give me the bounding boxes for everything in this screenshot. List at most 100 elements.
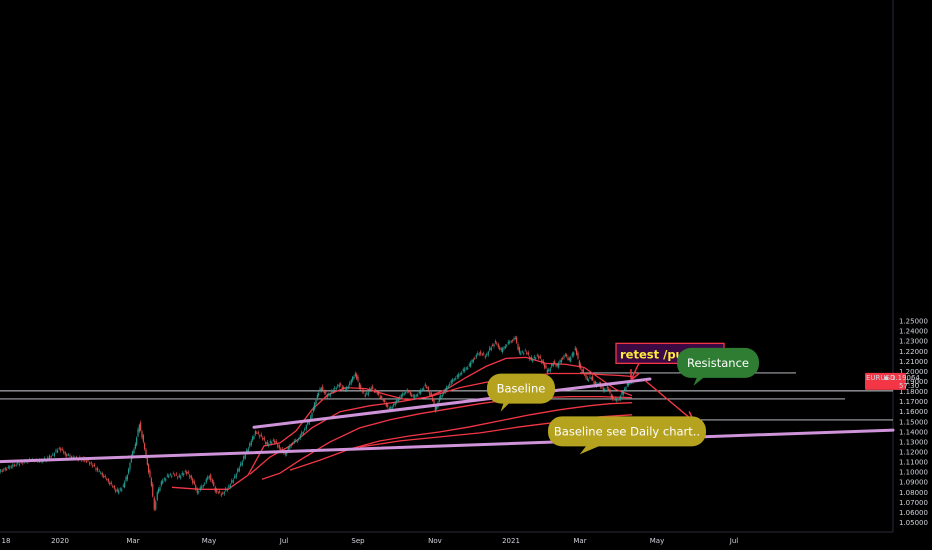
candle-body [444, 388, 446, 392]
candle-body [196, 488, 198, 493]
candle-body [471, 360, 473, 362]
callout-tail [500, 401, 511, 412]
candle-body [310, 416, 312, 419]
candle-body [1, 470, 3, 472]
candle-body [418, 391, 420, 393]
candle-body [462, 369, 464, 372]
candle-body [129, 462, 131, 470]
candle-body [204, 483, 206, 484]
candle-body [538, 356, 540, 359]
candle-body [148, 464, 150, 473]
candle-body [576, 349, 578, 355]
trendline [0, 428, 895, 464]
candle-body [122, 485, 124, 487]
candle-body [357, 376, 359, 381]
candle-body [124, 482, 126, 488]
candle-body [219, 491, 221, 493]
candle-body [340, 383, 342, 386]
candle-body [440, 395, 442, 399]
candle-body [307, 421, 309, 425]
candle-body [104, 475, 106, 477]
candle-body [516, 337, 518, 343]
candle-body [241, 461, 243, 465]
candle-body [263, 437, 265, 440]
candle-body [520, 352, 522, 355]
candle-body [487, 351, 489, 355]
candle-body [372, 386, 374, 389]
candle-body [6, 469, 8, 470]
candle-body [60, 448, 62, 451]
candle-body [128, 469, 130, 474]
candle-body [211, 479, 213, 483]
candle-body [558, 363, 560, 368]
candle-body [391, 407, 393, 409]
candle-body [593, 381, 595, 384]
candle-body [192, 478, 194, 483]
y-tick-label: 1.12000 [899, 449, 928, 457]
candle-body [323, 391, 325, 394]
candle-body [15, 465, 17, 466]
x-tick-label: Mar [126, 537, 139, 545]
candle-body [301, 432, 303, 435]
candle-body [421, 388, 423, 390]
candle-body [432, 397, 434, 401]
candle-body [542, 360, 544, 364]
candle-body [207, 477, 209, 480]
candle-body [409, 391, 411, 395]
candle-body [400, 394, 402, 398]
candle-body [266, 441, 268, 445]
candle-body [554, 361, 556, 364]
callout-tail [693, 375, 706, 386]
candle-body [578, 360, 580, 367]
candle-body [581, 369, 583, 372]
candle-body [370, 388, 372, 391]
candle-body [567, 357, 569, 360]
candle-body [228, 486, 230, 488]
candle-body [568, 358, 570, 360]
candle-body [278, 445, 280, 449]
y-tick-label: 1.10000 [899, 469, 928, 477]
candle-body [577, 352, 579, 359]
candle-body [464, 368, 466, 372]
candle-body [489, 347, 491, 351]
candle-body [334, 387, 336, 389]
candle-body [601, 385, 603, 388]
candle-body [393, 404, 395, 406]
candle-body [541, 360, 543, 363]
candle-body [494, 341, 496, 343]
candle-body [171, 475, 173, 477]
candle-body [406, 389, 408, 392]
candle-body [243, 456, 245, 460]
candle-body [10, 466, 12, 468]
candle-body [189, 475, 191, 478]
candle-body [265, 442, 267, 445]
candle-body [121, 488, 123, 491]
price-tag [865, 372, 906, 390]
candle-body [112, 486, 114, 488]
candle-body [0, 469, 2, 472]
candle-body [235, 474, 237, 478]
candle-body [296, 441, 298, 442]
candle-body [610, 394, 612, 398]
candle-body [250, 440, 252, 446]
candle-body [125, 477, 127, 482]
candle-body [459, 373, 461, 375]
candle-body [132, 451, 134, 457]
candle-body [58, 448, 60, 449]
candle-body [364, 394, 366, 397]
candle-body [9, 466, 11, 468]
candle-body [446, 386, 448, 390]
candle-body [408, 391, 410, 392]
candle-body [312, 407, 314, 412]
candle-body [434, 406, 436, 411]
candle-body [580, 364, 582, 369]
candle-body [130, 456, 132, 462]
candle-body [318, 393, 320, 396]
candle-body [628, 382, 630, 385]
candle-body [420, 390, 422, 394]
candle-body [452, 379, 454, 382]
candle-body [571, 353, 573, 357]
candle-body [606, 386, 608, 389]
